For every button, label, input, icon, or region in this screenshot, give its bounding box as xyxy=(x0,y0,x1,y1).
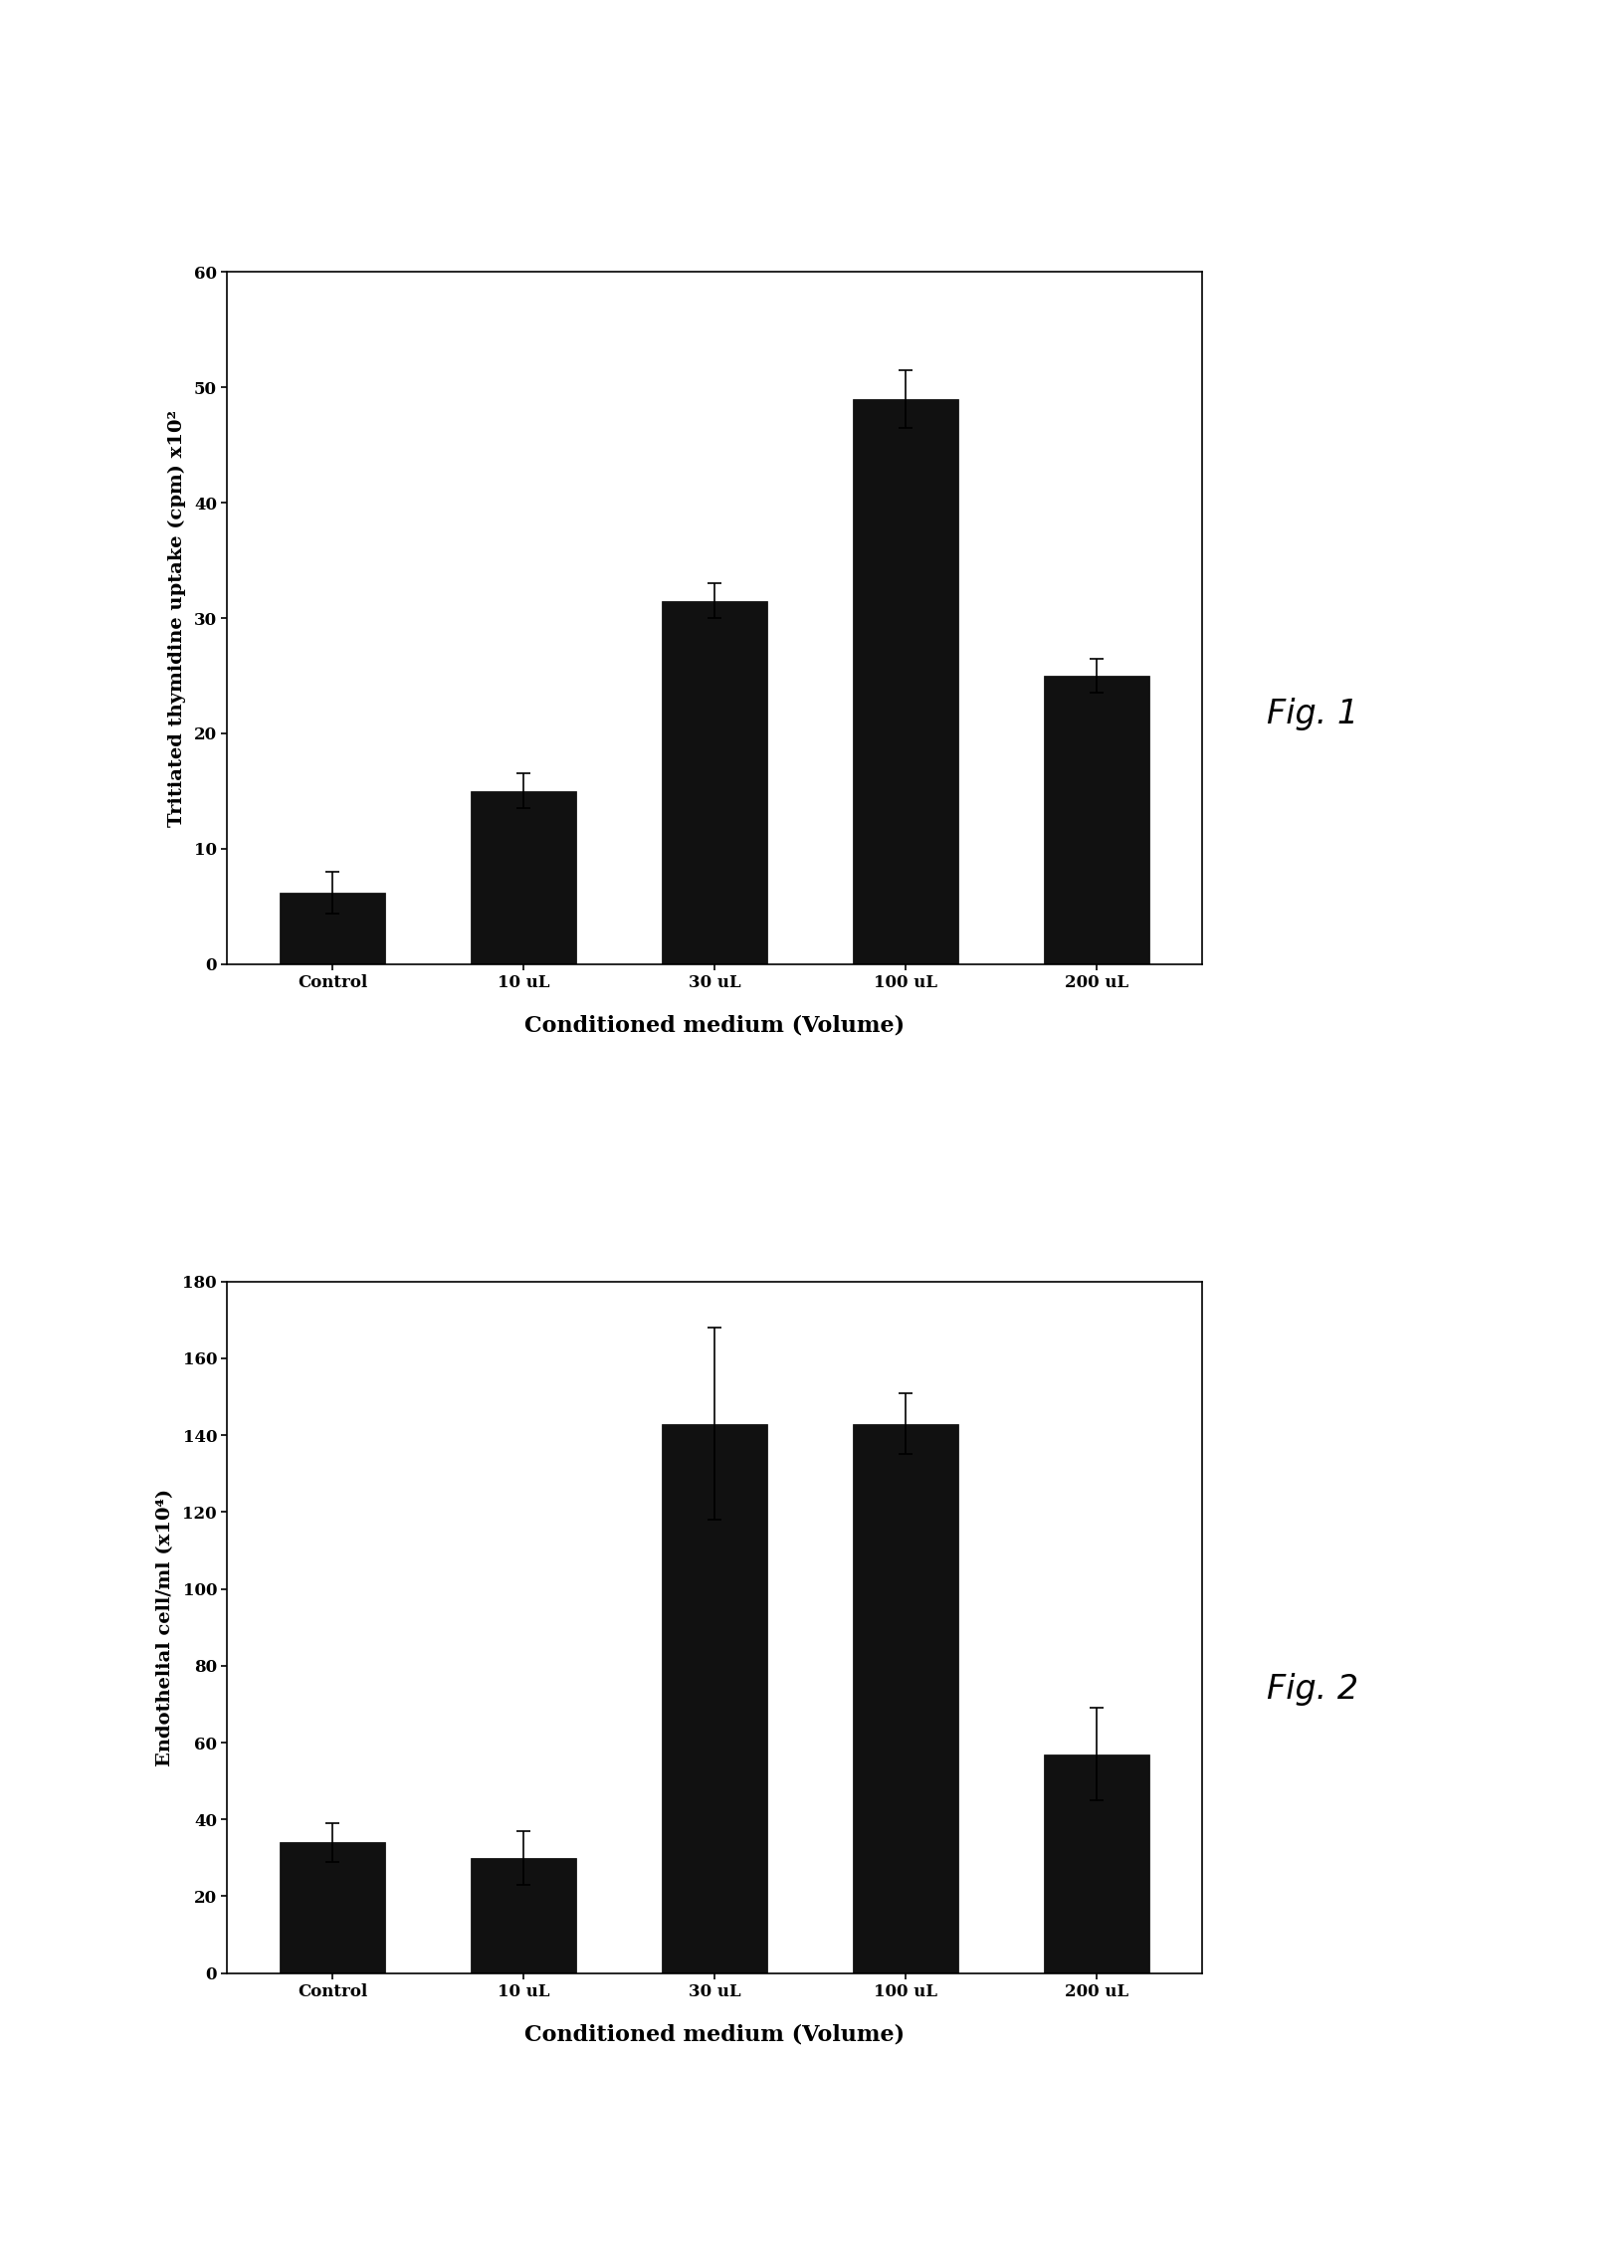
Bar xyxy=(663,601,767,964)
Text: Fig. 2: Fig. 2 xyxy=(1267,1674,1358,1706)
Text: Fig. 1: Fig. 1 xyxy=(1267,699,1358,730)
Bar xyxy=(853,399,958,964)
Bar xyxy=(853,1424,958,1973)
Y-axis label: Tritiated thymidine uptake (cpm) x10²: Tritiated thymidine uptake (cpm) x10² xyxy=(167,411,185,826)
Bar xyxy=(279,891,385,964)
Text: Conditioned medium (Volume): Conditioned medium (Volume) xyxy=(525,1014,905,1036)
Bar xyxy=(471,792,577,964)
Y-axis label: Endothelial cell/ml (x10⁴): Endothelial cell/ml (x10⁴) xyxy=(156,1488,174,1767)
Bar xyxy=(1044,1753,1150,1973)
Text: Conditioned medium (Volume): Conditioned medium (Volume) xyxy=(525,2023,905,2046)
Bar xyxy=(471,1857,577,1973)
Bar xyxy=(1044,676,1150,964)
Bar xyxy=(663,1424,767,1973)
Bar xyxy=(279,1842,385,1973)
